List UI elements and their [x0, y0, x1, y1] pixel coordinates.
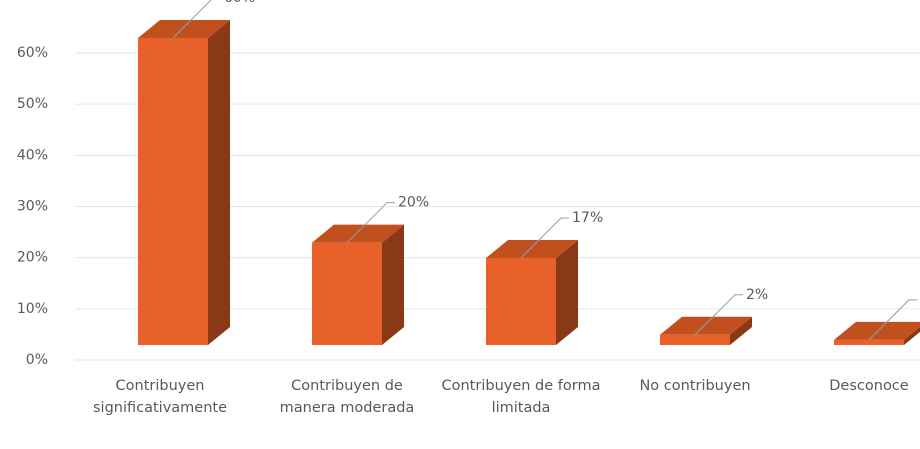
leader-line [868, 299, 917, 341]
bar-face [660, 316, 752, 335]
y-tick-label: 50% [17, 96, 48, 112]
bar-face [660, 334, 730, 345]
bar-face [312, 224, 404, 243]
bar-face [312, 242, 382, 345]
bar-face [486, 258, 556, 345]
x-tick-label: Contribuyen significativamente [92, 378, 228, 416]
x-tick-label: Contribuyen de manera moderada [279, 378, 415, 416]
y-tick-label: 0% [26, 352, 48, 368]
x-tick-label: Contribuyen de forma limitada [441, 378, 601, 416]
bar [660, 316, 752, 345]
bar [834, 321, 920, 345]
leader-line [172, 0, 212, 39]
bar-face [208, 20, 230, 345]
y-tick-label: 10% [17, 301, 48, 317]
y-tick-label: 20% [17, 250, 48, 266]
bar-face [486, 240, 578, 259]
bar-face [834, 321, 920, 340]
data-label: 2% [746, 287, 768, 303]
x-tick-label: No contribuyen [639, 378, 751, 394]
bar [312, 224, 404, 345]
bar-face [834, 339, 904, 345]
y-tick-label: 60% [17, 45, 48, 61]
bar-face [904, 326, 920, 345]
bar-face [382, 224, 404, 345]
x-tick-label: Desconoce [829, 378, 909, 394]
y-tick-label: 40% [17, 147, 48, 163]
leader-line [694, 294, 743, 336]
leader-line [520, 217, 569, 259]
bar-face [556, 240, 578, 345]
bar-face [138, 20, 230, 38]
y-tick-label: 30% [17, 199, 48, 215]
bar-face [730, 316, 752, 345]
data-label: 20% [398, 195, 429, 211]
bar [138, 20, 230, 345]
bar-face [138, 38, 208, 345]
data-label: 17% [572, 210, 603, 226]
bar [486, 240, 578, 345]
data-label: 60% [224, 0, 255, 6]
leader-line [346, 202, 395, 244]
